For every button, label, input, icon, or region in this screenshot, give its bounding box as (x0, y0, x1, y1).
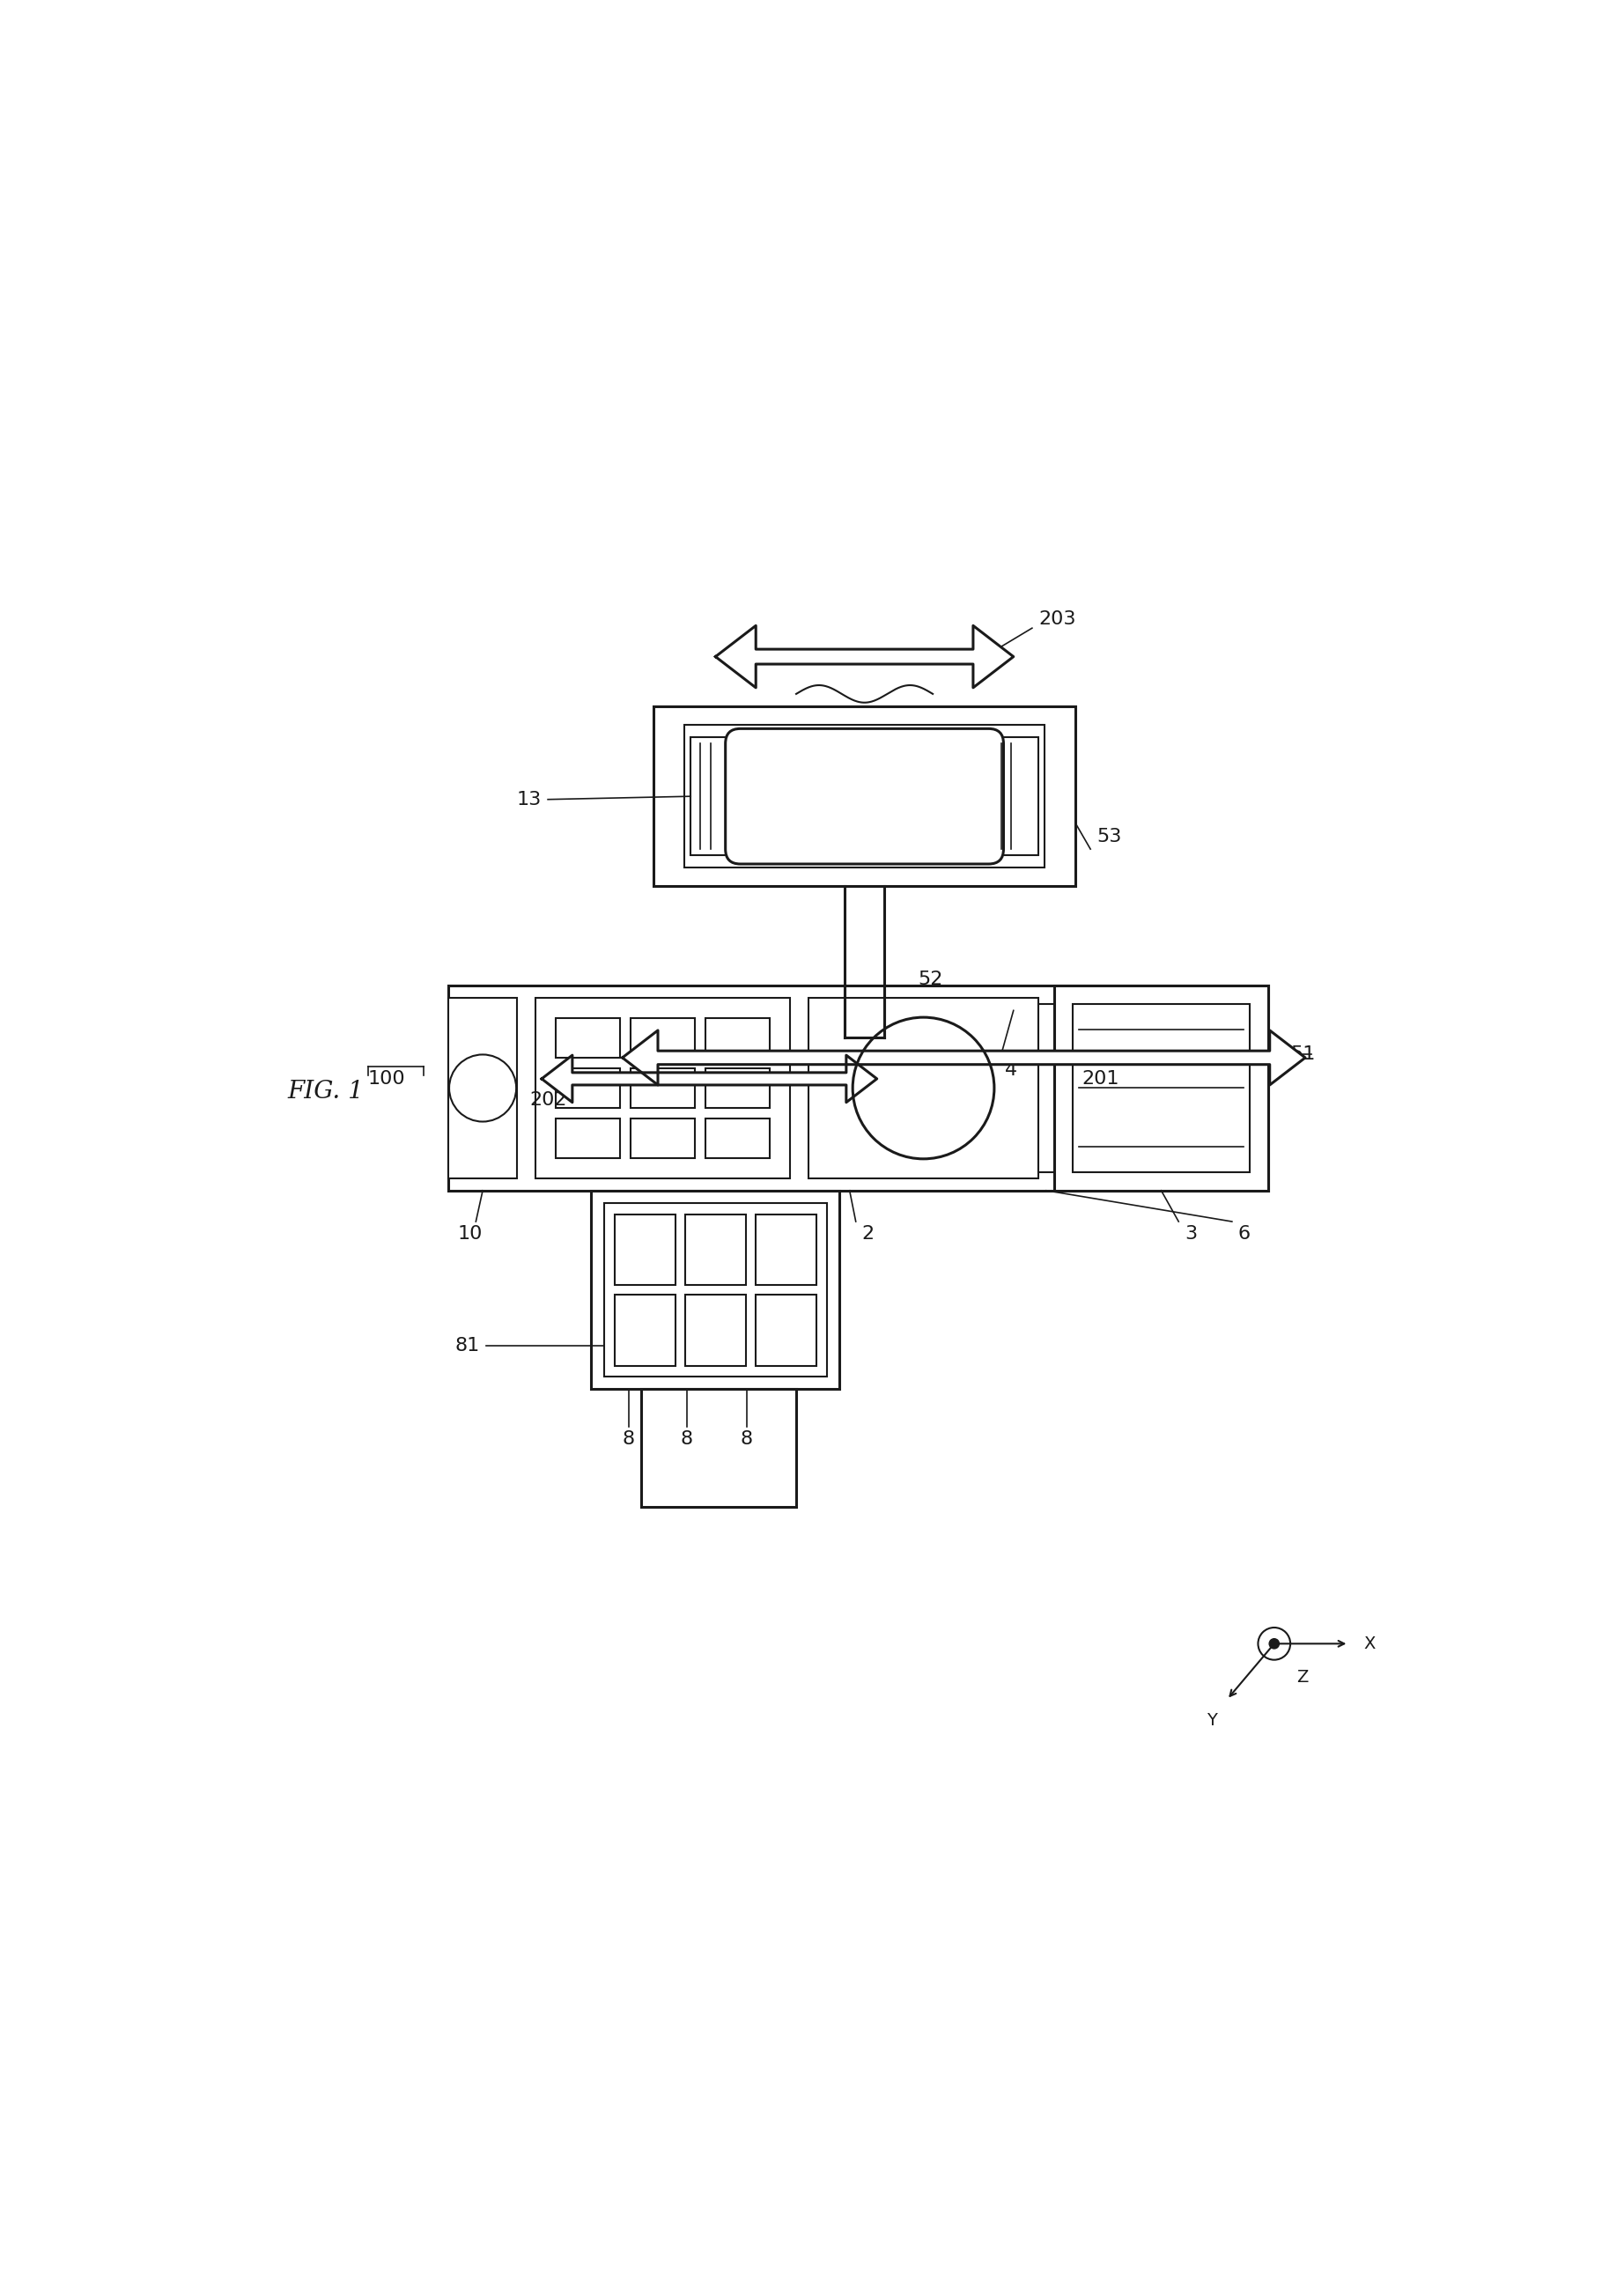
Text: 3: 3 (1185, 1226, 1197, 1242)
Bar (556, 1068, 620, 1109)
Text: 8: 8 (681, 1430, 694, 1449)
Bar (809, 999, 1038, 1178)
Text: 201: 201 (1081, 1070, 1120, 1088)
Bar (756, 1295, 815, 1366)
Text: 8: 8 (740, 1430, 753, 1449)
Bar (705, 1068, 771, 1109)
Bar (556, 1017, 620, 1058)
Text: 53: 53 (1097, 829, 1121, 845)
Bar (686, 1215, 745, 1286)
Bar (654, 707, 1075, 886)
Bar (1054, 985, 1267, 1192)
Text: 6: 6 (1238, 1226, 1251, 1242)
Bar (1073, 1003, 1250, 1171)
Text: 13: 13 (517, 790, 541, 808)
Text: 2: 2 (862, 1226, 875, 1242)
Bar (705, 1118, 771, 1157)
Polygon shape (716, 625, 1014, 689)
Bar (641, 1389, 796, 1506)
Text: Y: Y (1206, 1713, 1218, 1729)
FancyBboxPatch shape (726, 728, 1003, 863)
Text: 4: 4 (1004, 1061, 1017, 1079)
Bar (684, 726, 1045, 868)
Text: 10: 10 (457, 1226, 482, 1242)
Bar (591, 1192, 839, 1389)
Bar (690, 737, 739, 856)
Bar (630, 1118, 695, 1157)
Bar (604, 1203, 827, 1378)
Bar (449, 999, 517, 1178)
Text: FIG. 1: FIG. 1 (287, 1079, 364, 1102)
Text: 51: 51 (1290, 1045, 1315, 1063)
Bar (535, 999, 790, 1178)
Text: Z: Z (1296, 1669, 1309, 1685)
Bar (556, 1118, 620, 1157)
Bar (1038, 1003, 1054, 1171)
Text: 202: 202 (529, 1091, 567, 1109)
Bar (630, 1068, 695, 1109)
Polygon shape (541, 1056, 876, 1102)
Circle shape (1269, 1639, 1278, 1649)
Bar (630, 1017, 695, 1058)
Bar (615, 1215, 676, 1286)
Bar (705, 1017, 771, 1058)
Text: 203: 203 (1038, 611, 1075, 629)
Text: 81: 81 (455, 1336, 479, 1355)
Bar (756, 1215, 815, 1286)
Text: 100: 100 (368, 1070, 405, 1088)
Text: 8: 8 (622, 1430, 634, 1449)
Bar (449, 985, 1269, 1192)
Bar (615, 1295, 676, 1366)
Bar (686, 1295, 745, 1366)
Text: X: X (1363, 1635, 1376, 1653)
Text: 52: 52 (918, 971, 944, 987)
Bar (992, 737, 1038, 856)
Polygon shape (622, 1031, 1306, 1086)
